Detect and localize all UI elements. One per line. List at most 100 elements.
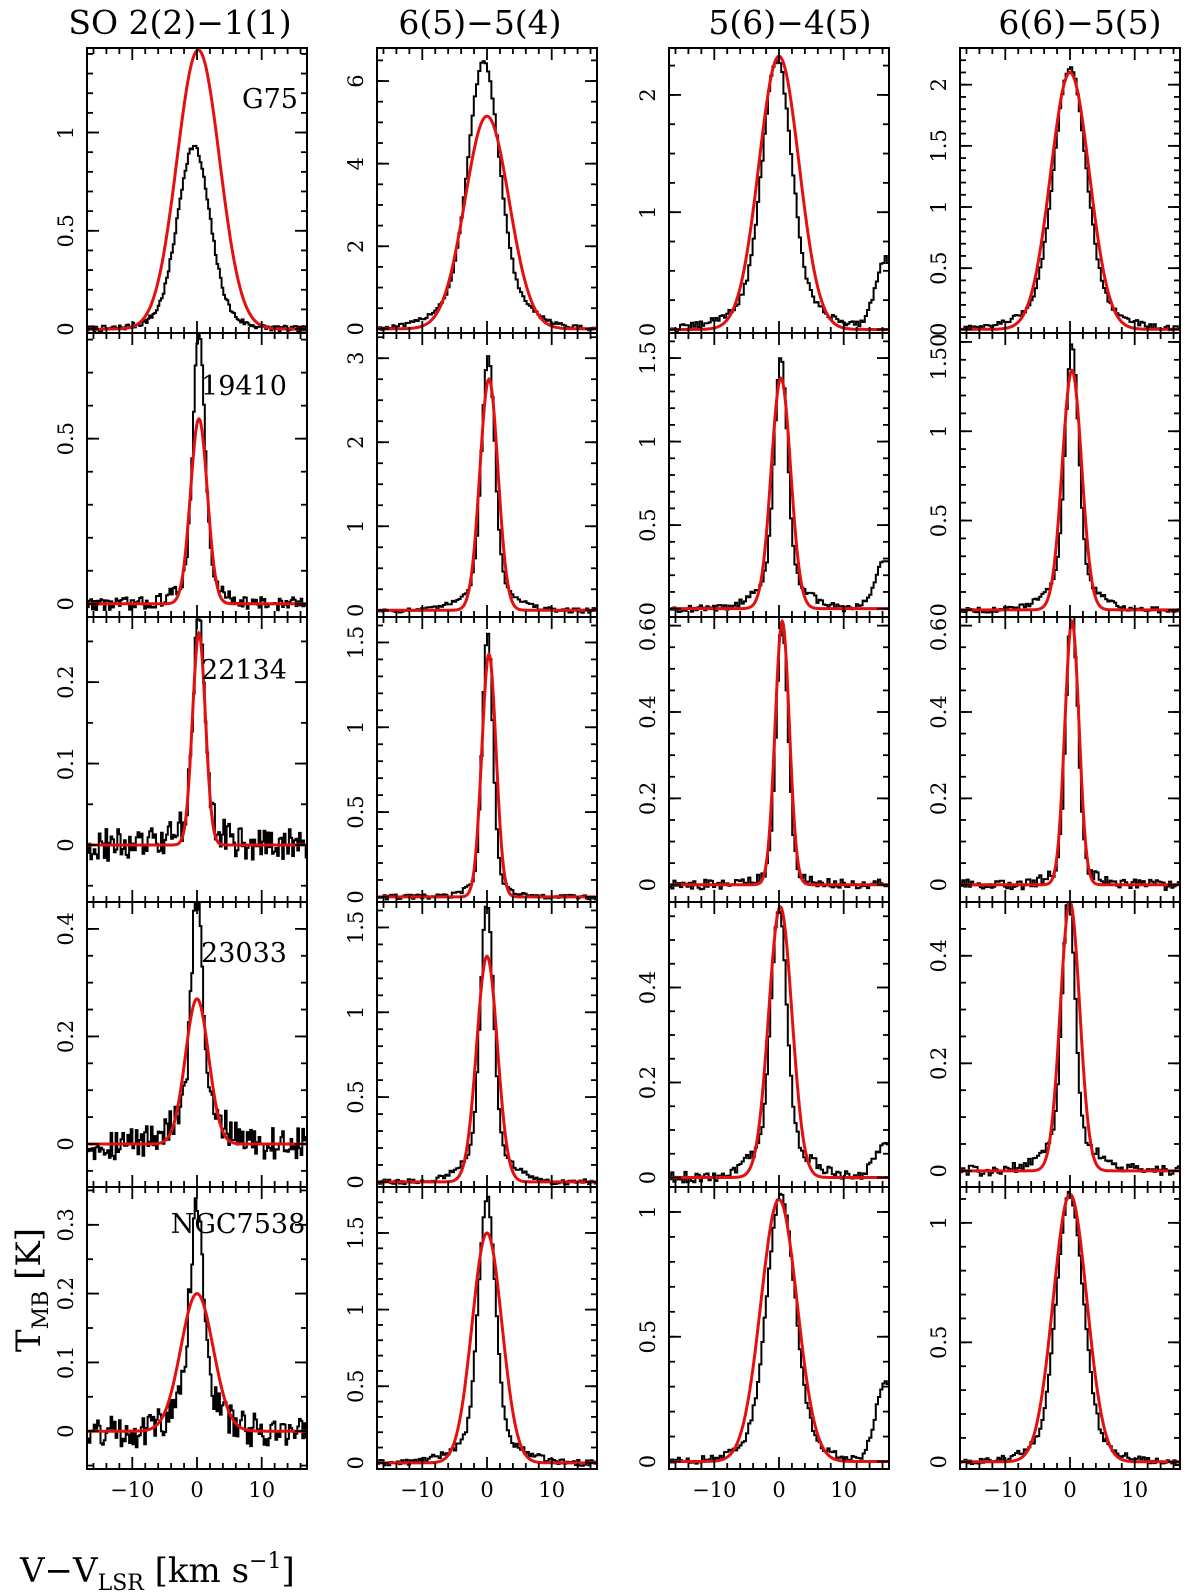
- y-tick-label: 3: [344, 352, 368, 365]
- y-tick-label: 0: [636, 1455, 660, 1468]
- x-tick-label: −10: [110, 1478, 154, 1502]
- panel-c4-r1: 0 0.5 1 1.5 2: [927, 47, 1181, 336]
- panel-c2-r1: 0 2 4 6: [344, 47, 598, 336]
- y-tick-label: 0.4: [927, 695, 951, 728]
- panel-c3-r3: 0 0.2 0.4 0.6: [636, 616, 890, 903]
- panel-c1-r2: 00.5: [54, 332, 308, 618]
- observed-spectrum-c3-r4: [669, 910, 889, 1184]
- panel-frame-c4-r5: [959, 1186, 1181, 1470]
- y-tick-label: 0: [927, 1455, 951, 1468]
- x-tick-label: 10: [830, 1478, 857, 1502]
- y-tick-label: 0.2: [927, 1047, 951, 1080]
- column-title-3: 5(6)−4(5): [708, 3, 871, 42]
- y-tick-label: 1.5: [636, 341, 660, 374]
- y-tick-label: 0: [344, 1175, 368, 1188]
- gaussian-fit-c2-r4: [377, 954, 597, 1184]
- observed-spectrum-c3-r2: [669, 357, 889, 613]
- observed-spectrum-c3-r5: [669, 1192, 889, 1465]
- y-tick-label: 0.5: [344, 1370, 368, 1403]
- y-tick-label: 2: [344, 240, 368, 253]
- x-tick-label: −10: [983, 1478, 1027, 1502]
- source-label-22134: 22134: [201, 655, 287, 686]
- gaussian-fit-c4-r4: [960, 902, 1180, 1173]
- panel-c4-r5: −10 0 10 0 0.5 1: [927, 1186, 1181, 1502]
- source-label-g75: G75: [242, 84, 298, 115]
- gaussian-fit-c3-r5: [669, 1197, 889, 1463]
- observed-spectrum-c2-r5: [377, 1195, 597, 1467]
- y-tick-label: 0: [344, 322, 368, 335]
- y-tick-label: 1: [636, 206, 660, 219]
- gaussian-fit-c3-r1: [669, 54, 889, 331]
- x-tick-label: 0: [1063, 1478, 1076, 1502]
- panel-c3-r5: −10 0 10 0 0.5 1: [636, 1186, 890, 1502]
- y-tick-label: 0.2: [54, 1277, 78, 1310]
- gaussian-fit-c4-r3: [960, 618, 1180, 887]
- y-tick-label: 2: [927, 78, 951, 91]
- source-label-19410: 19410: [201, 371, 287, 402]
- gaussian-fit-c3-r3: [669, 618, 889, 887]
- y-tick-label: 2: [344, 436, 368, 449]
- y-tick-label: 0: [344, 604, 368, 617]
- observed-spectrum-c4-r3: [960, 617, 1180, 891]
- gaussian-fit-c2-r3: [377, 651, 597, 899]
- panel-c1-r5: −10 0 10 0 0.1 0.2 0.3: [54, 1186, 308, 1502]
- column-title-2: 6(5)−5(4): [398, 3, 561, 42]
- y-tick-label: 0: [636, 878, 660, 891]
- column-title-1: SO 2(2)−1(1): [68, 3, 291, 42]
- y-tick-label: 0.2: [636, 782, 660, 815]
- panel-c1-r4: 0 0.2 0.4: [54, 901, 308, 1188]
- gaussian-fit-c2-r2: [377, 377, 597, 612]
- gaussian-fit-c4-r5: [960, 1192, 1180, 1464]
- y-tick-label: 0.2: [636, 1066, 660, 1099]
- y-tick-label: 0: [927, 878, 951, 891]
- y-tick-label: 1: [927, 425, 951, 438]
- y-tick-label: 0.6: [927, 618, 951, 651]
- y-tick-label: 0.2: [54, 665, 78, 698]
- y-tick-label: 1: [54, 126, 78, 139]
- panel-frame-c4-r4: [959, 901, 1181, 1188]
- y-tick-label: 0.4: [636, 971, 660, 1004]
- y-tick-label: 1: [636, 1205, 660, 1218]
- panel-c2-r3: 0 0.5 1 1.5: [344, 616, 598, 904]
- y-tick-label: 0.5: [344, 795, 368, 828]
- y-tick-label: 0.5: [344, 1080, 368, 1113]
- y-tick-label: 1: [344, 1006, 368, 1019]
- y-tick-label: 0.1: [54, 747, 78, 780]
- gaussian-fit-c2-r5: [377, 1231, 597, 1465]
- y-tick-label: 1.50: [927, 334, 951, 381]
- y-tick-label: 1: [344, 1303, 368, 1316]
- gaussian-fit-c3-r2: [669, 376, 889, 611]
- panel-frame-c4-r3: [959, 616, 1181, 903]
- y-tick-label: 0: [927, 603, 951, 616]
- x-tick-label: 10: [248, 1478, 275, 1502]
- y-tick-label: 1: [344, 520, 368, 533]
- y-tick-label: 0.5: [927, 251, 951, 284]
- y-tick-label: 0.2: [927, 782, 951, 815]
- observed-spectrum-c3-r3: [669, 622, 889, 891]
- y-tick-label: 0.5: [54, 214, 78, 247]
- y-tick-label: 0.5: [636, 508, 660, 541]
- y-tick-label: 0: [54, 597, 78, 610]
- observed-spectrum-c3-r1: [669, 57, 889, 332]
- y-tick-label: 0.5: [927, 504, 951, 537]
- observed-spectrum-c4-r4: [960, 902, 1180, 1177]
- y-tick-label: 0.4: [636, 695, 660, 728]
- gaussian-fit-c2-r1: [377, 114, 597, 331]
- y-tick-label: 0.1: [54, 1346, 78, 1379]
- y-tick-label: 0: [636, 323, 660, 336]
- x-tick-label: 0: [772, 1478, 785, 1502]
- observed-spectrum-c2-r3: [377, 632, 597, 901]
- x-tick-label: −10: [400, 1478, 444, 1502]
- y-tick-label: 1.5: [927, 129, 951, 162]
- panel-frame-c2-r2: [376, 332, 598, 618]
- y-tick-label: 0.2: [54, 1020, 78, 1053]
- y-tick-label: 0.3: [54, 1208, 78, 1241]
- observed-spectrum-c2-r2: [377, 355, 597, 614]
- panel-c2-r4: 0 0.5 1 1.5: [344, 901, 598, 1189]
- y-tick-label: 0: [54, 1424, 78, 1437]
- gaussian-fit-c1-r2: [87, 417, 307, 606]
- y-tick-label: 0.5: [54, 422, 78, 455]
- y-tick-label: 0.5: [636, 1320, 660, 1353]
- y-tick-label: 4: [344, 157, 368, 170]
